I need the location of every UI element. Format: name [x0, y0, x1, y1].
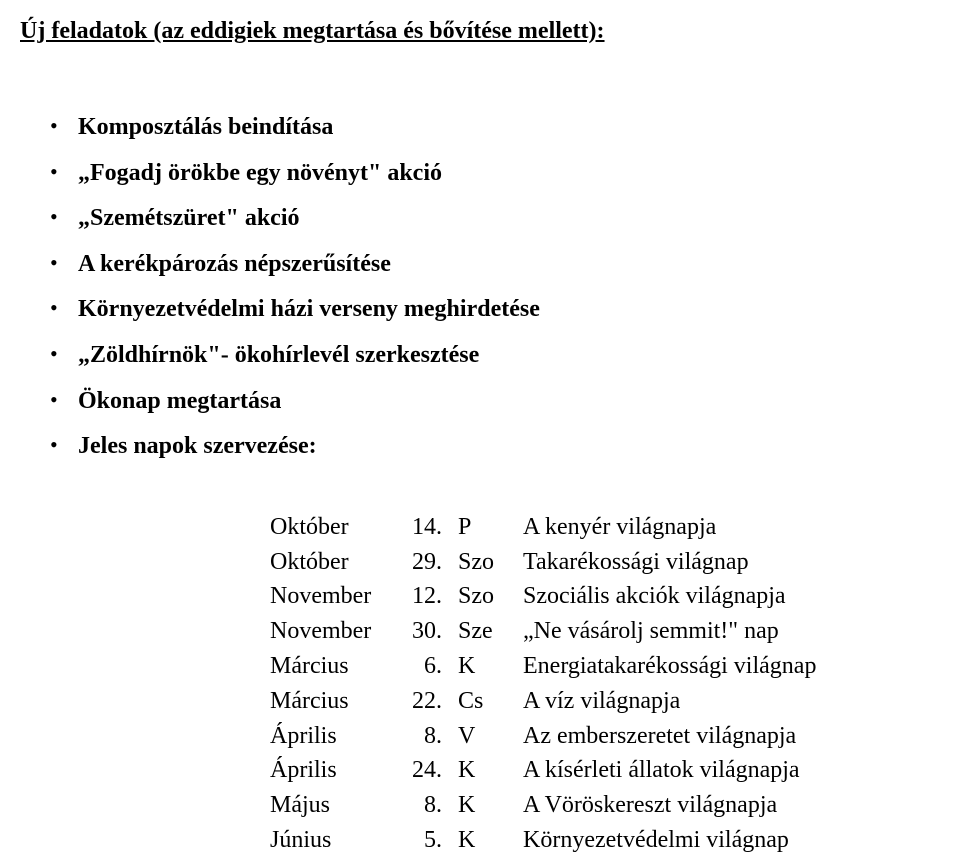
task-text: Környezetvédelmi házi verseny meghirdeté… — [78, 296, 540, 322]
date-daynum: 30. — [400, 614, 446, 649]
date-daylabel: Szo — [446, 579, 523, 614]
dates-table: Október 14. P A kenyér világnapja Októbe… — [270, 510, 940, 858]
task-item: „Zöldhírnök"- ökohírlevél szerkesztése — [20, 333, 940, 379]
date-row: Április 8. V Az emberszeretet világnapja — [270, 719, 940, 754]
date-row: Október 29. Szo Takarékossági világnap — [270, 545, 940, 580]
task-item: A kerékpározás népszerűsítése — [20, 242, 940, 288]
date-row: Március 22. Cs A víz világnapja — [270, 684, 940, 719]
date-desc: Energiatakarékossági világnap — [523, 649, 940, 684]
date-daylabel: K — [446, 788, 523, 823]
date-desc: A víz világnapja — [523, 684, 940, 719]
task-text: „Zöldhírnök"- ökohírlevél szerkesztése — [78, 342, 479, 368]
task-list: Komposztálás beindítása „Fogadj örökbe e… — [20, 105, 940, 470]
date-row: Május 8. K A Vöröskereszt világnapja — [270, 788, 940, 823]
date-month: Október — [270, 545, 400, 580]
date-row: Október 14. P A kenyér világnapja — [270, 510, 940, 545]
page-heading: Új feladatok (az eddigiek megtartása és … — [20, 18, 940, 45]
date-row: November 30. Sze „Ne vásárolj semmit!" n… — [270, 614, 940, 649]
date-daynum: 12. — [400, 579, 446, 614]
date-month: November — [270, 614, 400, 649]
date-month: Március — [270, 649, 400, 684]
task-text: „Szemétszüret" akció — [78, 205, 299, 231]
date-month: November — [270, 579, 400, 614]
date-month: Június — [270, 823, 400, 858]
date-row: Június 5. K Környezetvédelmi világnap — [270, 823, 940, 858]
date-daynum: 24. — [400, 753, 446, 788]
task-text: Komposztálás beindítása — [78, 114, 333, 140]
date-daylabel: K — [446, 649, 523, 684]
date-daynum: 14. — [400, 510, 446, 545]
date-daynum: 8. — [400, 719, 446, 754]
date-daylabel: P — [446, 510, 523, 545]
date-month: Október — [270, 510, 400, 545]
task-item: Ökonap megtartása — [20, 379, 940, 425]
date-row: Április 24. K A kísérleti állatok világn… — [270, 753, 940, 788]
date-daylabel: Cs — [446, 684, 523, 719]
task-text: „Fogadj örökbe egy növényt" akció — [78, 160, 442, 186]
task-text: Ökonap megtartása — [78, 388, 281, 414]
date-row: November 12. Szo Szociális akciók világn… — [270, 579, 940, 614]
task-text: A kerékpározás népszerűsítése — [78, 251, 391, 277]
date-daynum: 22. — [400, 684, 446, 719]
date-daynum: 8. — [400, 788, 446, 823]
task-item: „Szemétszüret" akció — [20, 196, 940, 242]
date-month: Május — [270, 788, 400, 823]
date-daylabel: Szo — [446, 545, 523, 580]
task-item: Környezetvédelmi házi verseny meghirdeté… — [20, 287, 940, 333]
date-daynum: 6. — [400, 649, 446, 684]
date-desc: A kenyér világnapja — [523, 510, 940, 545]
date-daynum: 5. — [400, 823, 446, 858]
date-desc: Környezetvédelmi világnap — [523, 823, 940, 858]
task-item: Jeles napok szervezése: — [20, 424, 940, 470]
date-month: Április — [270, 719, 400, 754]
date-daylabel: K — [446, 753, 523, 788]
date-desc: „Ne vásárolj semmit!" nap — [523, 614, 940, 649]
date-desc: A Vöröskereszt világnapja — [523, 788, 940, 823]
task-item: „Fogadj örökbe egy növényt" akció — [20, 151, 940, 197]
date-desc: Az emberszeretet világnapja — [523, 719, 940, 754]
date-desc: Takarékossági világnap — [523, 545, 940, 580]
date-daylabel: K — [446, 823, 523, 858]
task-item: Komposztálás beindítása — [20, 105, 940, 151]
date-row: Március 6. K Energiatakarékossági világn… — [270, 649, 940, 684]
date-daynum: 29. — [400, 545, 446, 580]
date-desc: Szociális akciók világnapja — [523, 579, 940, 614]
document-page: Új feladatok (az eddigiek megtartása és … — [0, 0, 960, 867]
date-month: Március — [270, 684, 400, 719]
task-text: Jeles napok szervezése: — [78, 433, 317, 459]
date-month: Április — [270, 753, 400, 788]
date-desc: A kísérleti állatok világnapja — [523, 753, 940, 788]
date-daylabel: V — [446, 719, 523, 754]
date-daylabel: Sze — [446, 614, 523, 649]
